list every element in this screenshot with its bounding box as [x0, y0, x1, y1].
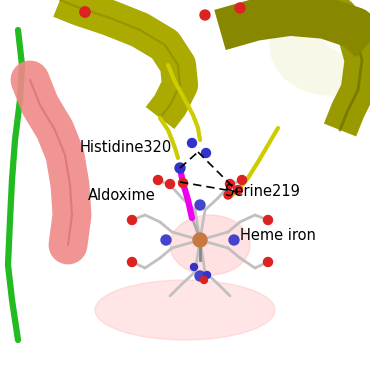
- Circle shape: [80, 7, 90, 17]
- Circle shape: [263, 216, 272, 225]
- Circle shape: [200, 10, 210, 20]
- Circle shape: [235, 3, 245, 13]
- Circle shape: [224, 191, 232, 199]
- Ellipse shape: [270, 0, 370, 95]
- Circle shape: [80, 7, 90, 17]
- Text: Serine219: Serine219: [225, 184, 300, 200]
- Circle shape: [201, 276, 208, 284]
- Circle shape: [178, 178, 188, 188]
- Ellipse shape: [320, 0, 370, 55]
- Circle shape: [238, 176, 246, 184]
- Circle shape: [233, 186, 242, 195]
- Circle shape: [161, 235, 171, 245]
- Text: Heme iron: Heme iron: [240, 228, 316, 243]
- Ellipse shape: [95, 280, 275, 340]
- Circle shape: [175, 163, 185, 173]
- Circle shape: [195, 271, 205, 281]
- Circle shape: [193, 233, 207, 247]
- Circle shape: [195, 200, 205, 210]
- Text: Histidine320: Histidine320: [80, 141, 172, 156]
- Text: Aldoxime: Aldoxime: [88, 188, 156, 202]
- Ellipse shape: [170, 215, 250, 275]
- Circle shape: [128, 216, 137, 225]
- Circle shape: [128, 258, 137, 267]
- Circle shape: [229, 235, 239, 245]
- Circle shape: [204, 272, 211, 279]
- Circle shape: [225, 180, 235, 189]
- Circle shape: [202, 148, 211, 158]
- Circle shape: [188, 138, 196, 147]
- Circle shape: [263, 258, 272, 267]
- Circle shape: [154, 176, 162, 184]
- Circle shape: [191, 264, 198, 270]
- Circle shape: [165, 180, 175, 189]
